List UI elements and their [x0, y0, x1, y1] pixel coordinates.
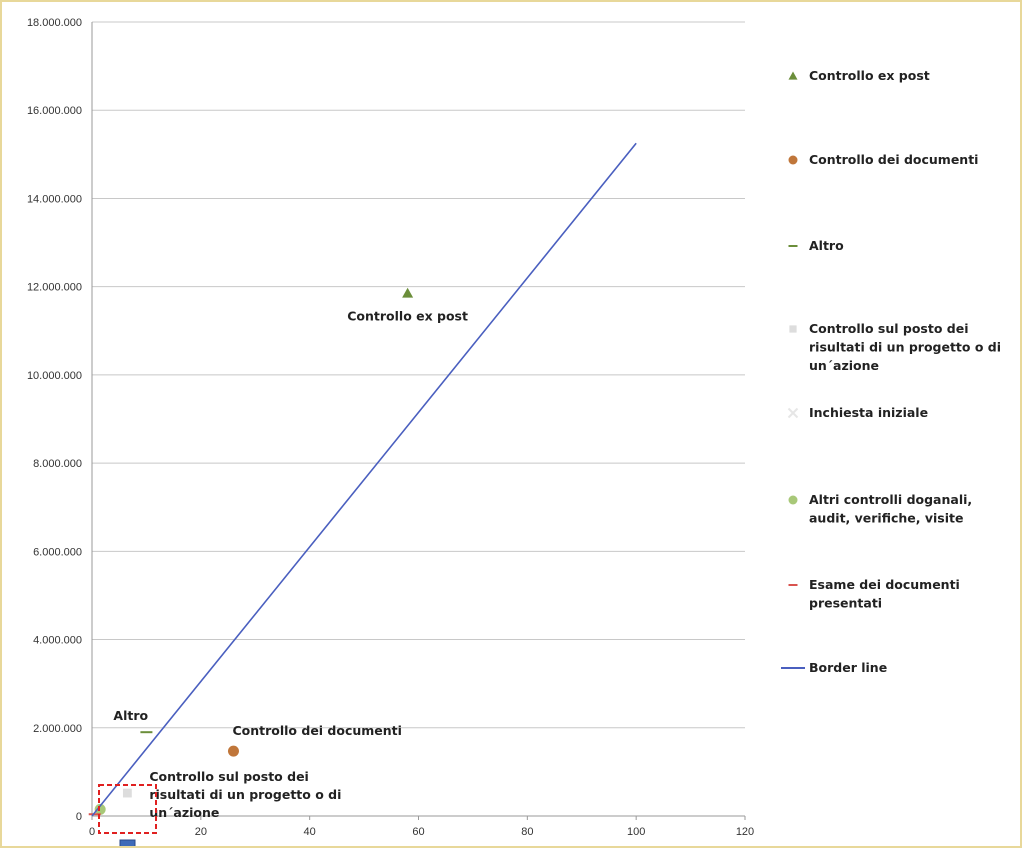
legend-label: Inchiesta iniziale: [809, 405, 928, 420]
point-label: Controllo dei documenti: [232, 723, 401, 738]
y-tick-label: 18.000.000: [27, 17, 82, 29]
data-point-series-0: [402, 287, 414, 298]
y-tick-label: 0: [76, 811, 82, 823]
legend-marker: [789, 325, 797, 333]
x-tick-label: 40: [304, 826, 316, 838]
legend-marker: [788, 495, 798, 505]
x-tick-label: 120: [736, 826, 754, 838]
legend-label: Controllo dei documenti: [809, 152, 978, 167]
y-tick-label: 4.000.000: [33, 635, 82, 647]
x-tick-label: 80: [521, 826, 533, 838]
y-tick-label: 16.000.000: [27, 105, 82, 117]
x-tick-label: 60: [412, 826, 424, 838]
y-tick-label: 10.000.000: [27, 370, 82, 382]
x-tick-label: 0: [89, 826, 95, 838]
legend-label: Altro: [809, 238, 844, 253]
border-line: [91, 142, 637, 817]
point-label: Controllo sul posto dei risultati di un p…: [149, 769, 341, 820]
legend-label: Controllo ex post: [809, 68, 930, 83]
highlight-box: [98, 784, 157, 834]
legend-label: Controllo sul posto dei risultati di un p…: [809, 321, 1001, 373]
y-tick-label: 8.000.000: [33, 458, 82, 470]
x-tick-label: 20: [195, 826, 207, 838]
legend-marker: [787, 407, 799, 419]
y-tick-label: 2.000.000: [33, 723, 82, 735]
legend-label: Esame dei documenti presentati: [809, 577, 960, 611]
data-point-series-1: [227, 745, 239, 757]
x-tick-label: 100: [627, 826, 645, 838]
legend-marker: [788, 71, 798, 80]
point-label: Altro: [113, 708, 148, 723]
legend-marker: [788, 155, 798, 165]
data-point-series-3: [122, 788, 132, 798]
legend-label: Altri controlli doganali, audit, verifich…: [809, 492, 972, 526]
point-label: Controllo ex post: [347, 308, 468, 323]
y-tick-label: 14.000.000: [27, 193, 82, 205]
legend-label: Border line: [809, 660, 887, 675]
y-tick-label: 6.000.000: [33, 546, 82, 558]
cursor-marker: [119, 839, 136, 846]
y-tick-label: 12.000.000: [27, 282, 82, 294]
data-point-series-5: [94, 803, 106, 815]
